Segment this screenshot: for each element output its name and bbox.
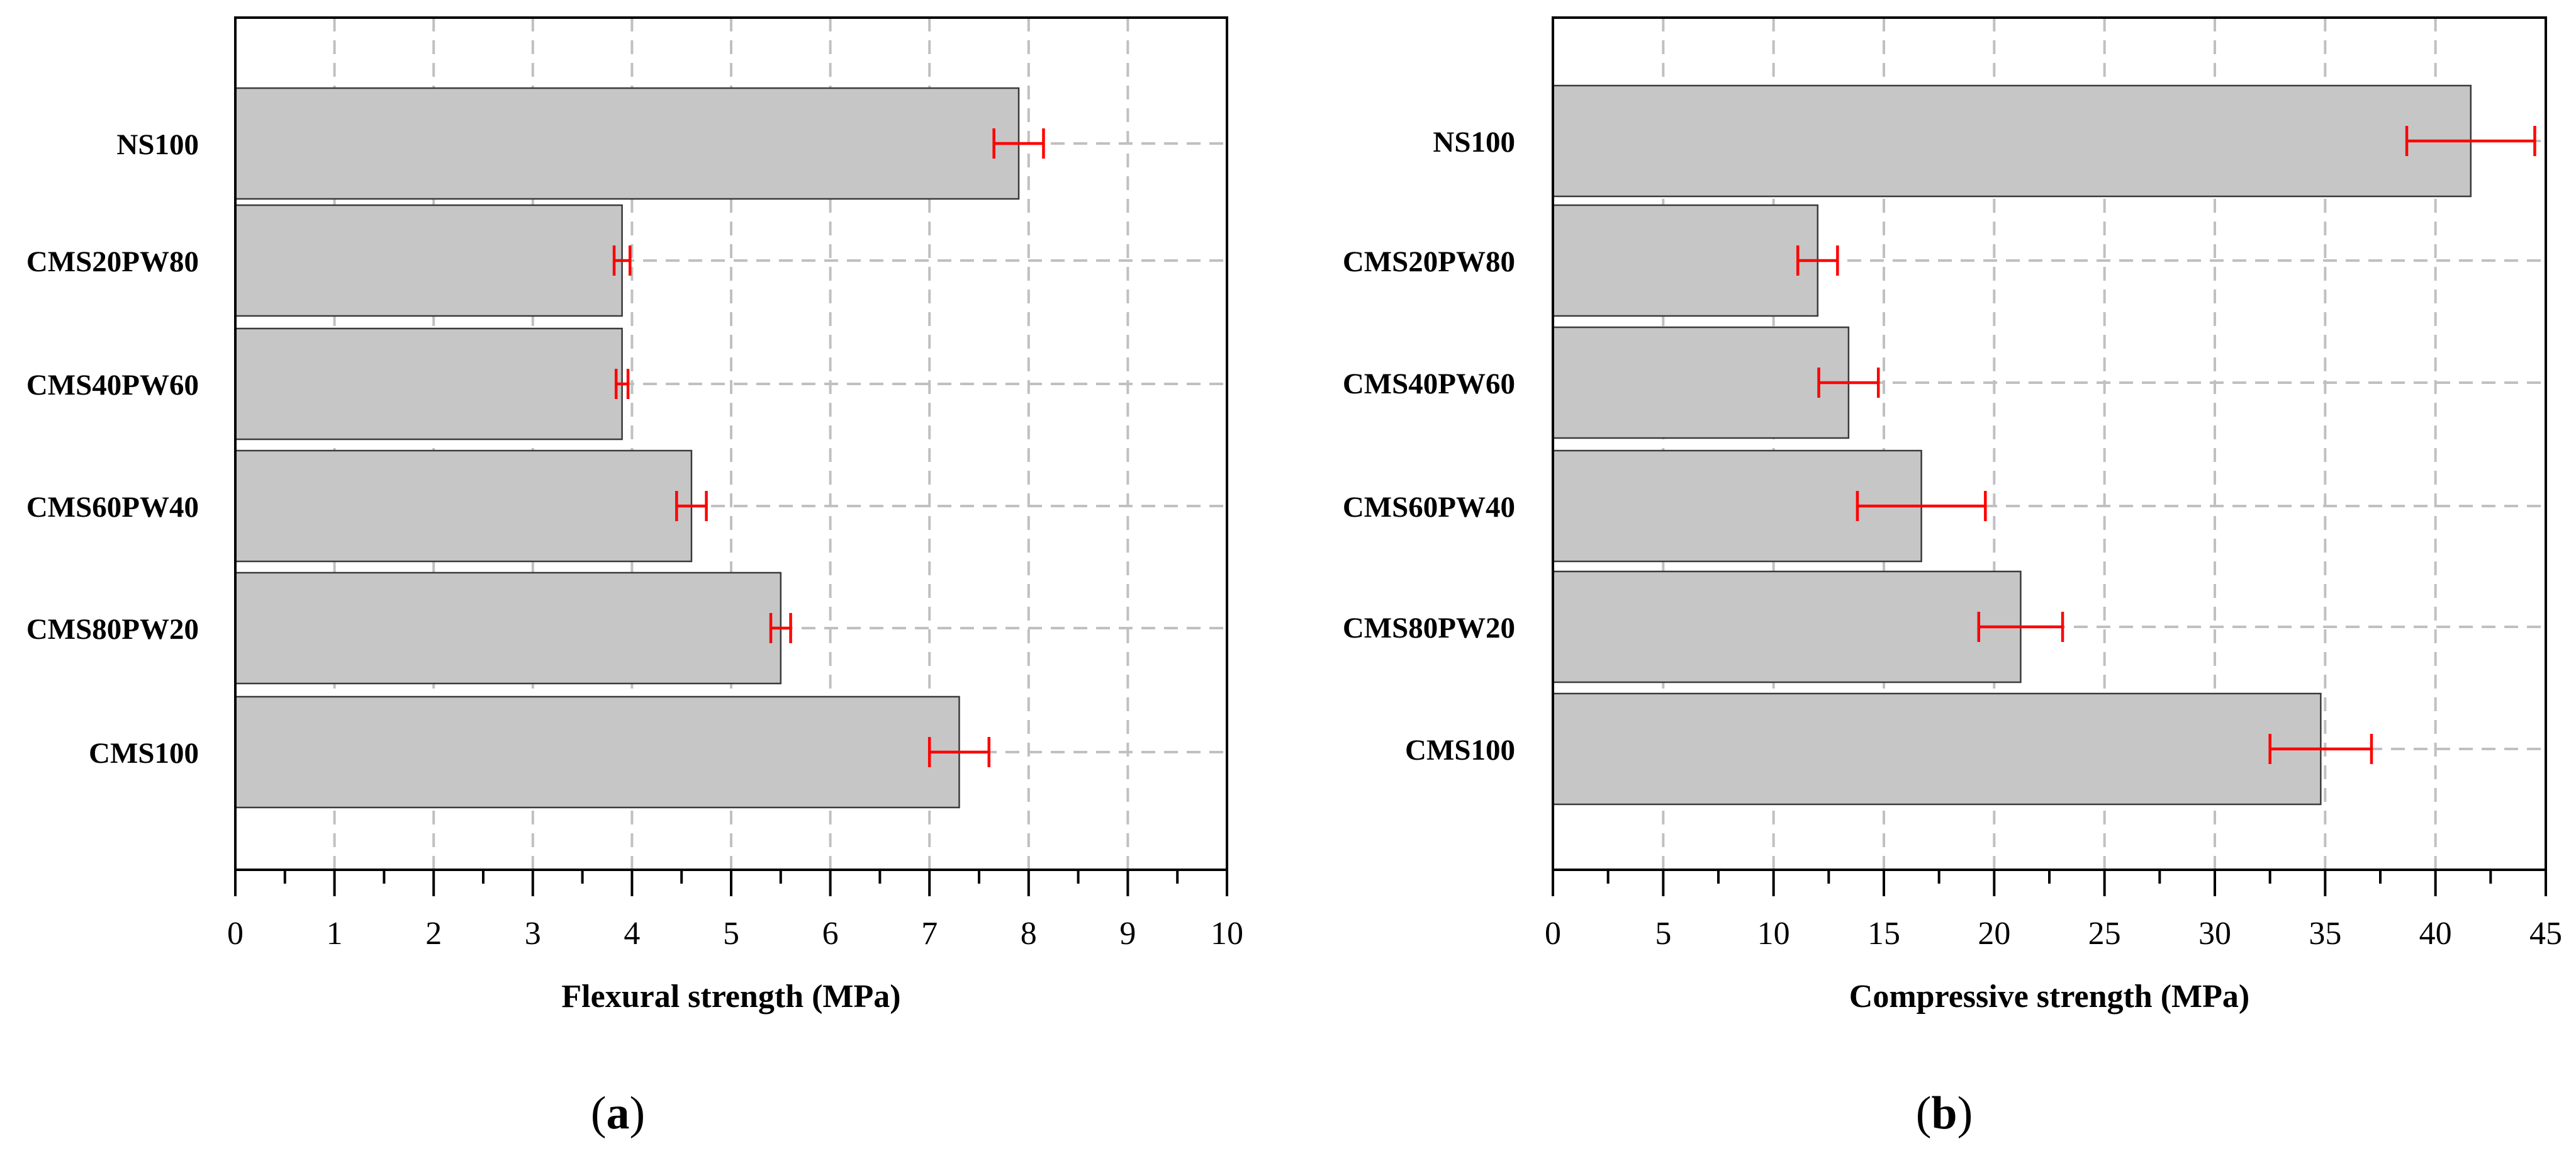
bar-NS100	[234, 87, 1020, 200]
error-bar-NS100	[2405, 126, 2536, 156]
tick-label-45: 45	[2529, 916, 2562, 952]
category-label-NS100: NS100	[116, 128, 199, 161]
category-label-NS100: NS100	[1433, 126, 1515, 159]
bar-CMS20PW80	[234, 204, 623, 317]
category-label-CMS80PW20: CMS80PW20	[26, 613, 199, 646]
error-bar-CMS20PW80	[612, 245, 632, 276]
bar-NS100	[1552, 84, 2472, 198]
category-label-CMS100: CMS100	[89, 737, 199, 770]
category-label-CMS80PW20: CMS80PW20	[1343, 612, 1515, 644]
tick-label-10: 10	[1757, 916, 1790, 952]
tick-label-1: 1	[327, 916, 343, 952]
tick-label-8: 8	[1021, 916, 1037, 952]
error-bar-CMS100	[2268, 734, 2373, 764]
bar-CMS40PW60	[234, 327, 623, 441]
error-bar-NS100	[992, 128, 1045, 159]
bar-CMS20PW80	[1552, 204, 1819, 317]
tick-label-5: 5	[723, 916, 739, 952]
bar-CMS40PW60	[1552, 326, 1850, 439]
error-bar-CMS80PW20	[769, 613, 792, 643]
tick-label-0: 0	[1545, 916, 1561, 952]
bar-CMS100	[234, 695, 960, 809]
flexural-strength-chart: NS100 CMS20PW80 CMS40PW60 CMS60PW40 CMS80PW2…	[26, 16, 1243, 1139]
bar-CMS80PW20	[234, 571, 782, 685]
error-bar-CMS80PW20	[1977, 612, 2064, 642]
error-bar-CMS40PW60	[1817, 368, 1880, 398]
tick-label-3: 3	[525, 916, 541, 952]
bar-CMS60PW40	[234, 449, 693, 563]
panel-label: (a)	[591, 1088, 645, 1139]
error-bar-CMS60PW40	[1856, 491, 1987, 521]
error-bar-CMS40PW60	[614, 369, 630, 399]
x-axis-title: Compressive strength (MPa)	[1849, 979, 2249, 1015]
category-label-CMS60PW40: CMS60PW40	[26, 491, 199, 524]
tick-label-25: 25	[2088, 916, 2121, 952]
bar-CMS80PW20	[1552, 570, 2022, 683]
tick-label-5: 5	[1655, 916, 1671, 952]
error-bar-CMS100	[927, 737, 991, 767]
tick-label-7: 7	[921, 916, 938, 952]
category-label-CMS40PW60: CMS40PW60	[1343, 368, 1515, 400]
tick-label-35: 35	[2309, 916, 2341, 952]
bar-CMS100	[1552, 692, 2322, 806]
category-label-CMS100: CMS100	[1405, 734, 1515, 767]
category-label-CMS60PW40: CMS60PW40	[1343, 491, 1515, 524]
error-bar-CMS20PW80	[1796, 245, 1839, 276]
tick-label-9: 9	[1119, 916, 1136, 952]
tick-label-15: 15	[1868, 916, 1900, 952]
tick-label-40: 40	[2419, 916, 2452, 952]
tick-label-10: 10	[1211, 916, 1243, 952]
category-label-CMS40PW60: CMS40PW60	[26, 369, 199, 402]
tick-label-4: 4	[624, 916, 640, 952]
panel-label: (b)	[1916, 1088, 1973, 1139]
category-label-CMS20PW80: CMS20PW80	[1343, 245, 1515, 278]
x-axis-title: Flexural strength (MPa)	[561, 979, 900, 1015]
tick-label-2: 2	[425, 916, 442, 952]
tick-label-6: 6	[822, 916, 839, 952]
error-bar-CMS60PW40	[675, 491, 708, 521]
tick-label-30: 30	[2198, 916, 2231, 952]
compressive-strength-chart: NS100 CMS20PW80 CMS40PW60 CMS60PW40 CMS80PW2…	[1343, 16, 2562, 1139]
tick-label-20: 20	[1978, 916, 2010, 952]
tick-label-0: 0	[227, 916, 244, 952]
category-label-CMS20PW80: CMS20PW80	[26, 245, 199, 278]
